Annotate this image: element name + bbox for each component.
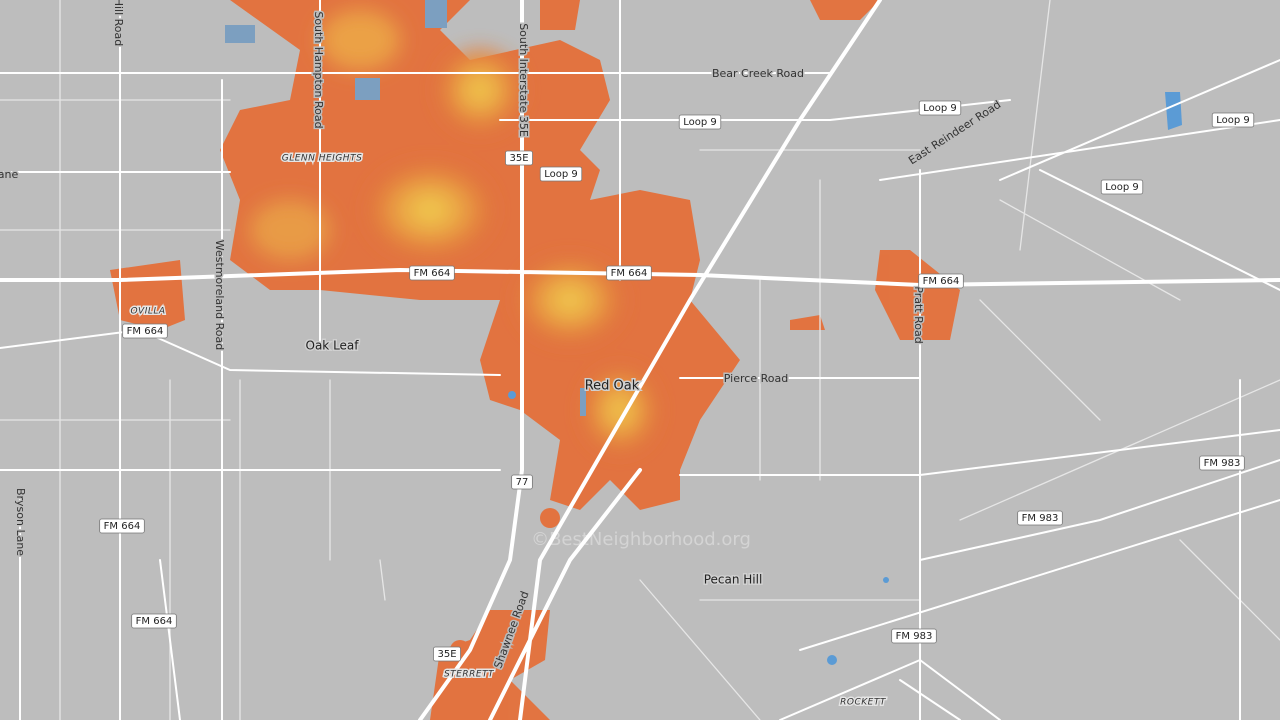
- road-label: South Hampton Road: [312, 11, 325, 128]
- water: [225, 0, 1182, 665]
- place-label: OVILLA: [130, 307, 165, 317]
- shield-box: [1211, 112, 1255, 128]
- route-shields: Loop 9 Loop 9 Loop 9 Loop 9 Loop 9 35E 35E FM 6…: [99, 100, 1255, 662]
- place-label: ROCKETT: [840, 698, 887, 708]
- place-label: Pecan Hill: [704, 573, 763, 587]
- shield-box: [918, 273, 964, 289]
- shield-box: [918, 100, 962, 116]
- shield-label: FM 983: [896, 631, 933, 642]
- road-label: South Interstate 35E: [517, 23, 530, 137]
- place-label: GLENN HEIGHTS: [282, 154, 363, 164]
- shield-label: Loop 9: [683, 117, 717, 128]
- shield-label: 35E: [437, 649, 456, 660]
- shield-box: [606, 265, 652, 281]
- road-label: Hill Road: [112, 0, 125, 46]
- shield-label: Loop 9: [923, 103, 957, 114]
- shield-box: [433, 646, 461, 662]
- shield-label: 35E: [509, 153, 528, 164]
- shield-box: [539, 166, 583, 182]
- road-label: Bear Creek Road: [712, 67, 804, 80]
- shield-label: FM 664: [611, 268, 648, 279]
- watermark: ©BestNeighborhood.org: [531, 529, 751, 550]
- place-label: STERRETT: [444, 670, 495, 680]
- shield-label: Loop 9: [1216, 115, 1250, 126]
- shield-label: FM 664: [127, 326, 164, 337]
- shield-box: [891, 628, 937, 644]
- shield-box: [1199, 455, 1245, 471]
- shield-box: [409, 265, 455, 281]
- shield-box: [678, 114, 722, 130]
- shield-box: [505, 150, 533, 166]
- shield-label: Loop 9: [544, 169, 578, 180]
- road-label: Pratt Road: [912, 286, 925, 343]
- road-label: Pierce Road: [724, 372, 788, 385]
- road-label: Bryson Lane: [14, 488, 27, 556]
- place-label: Red Oak: [585, 379, 640, 394]
- shield-label: FM 664: [136, 616, 173, 627]
- shield-label: FM 983: [1022, 513, 1059, 524]
- road-label: ane: [0, 168, 18, 181]
- road-label: Westmoreland Road: [213, 240, 226, 350]
- shield-label: FM 664: [414, 268, 451, 279]
- shield-box: [131, 613, 177, 629]
- shield-label: FM 664: [104, 521, 141, 532]
- shield-label: FM 664: [923, 276, 960, 287]
- heatmap: [110, 0, 960, 720]
- shield-box: [122, 323, 168, 339]
- shield-box: [511, 474, 533, 490]
- shield-box: [1100, 179, 1144, 195]
- place-label: Oak Leaf: [306, 339, 360, 353]
- shield-label: 77: [516, 477, 529, 488]
- shield-label: FM 983: [1204, 458, 1241, 469]
- shield-label: Loop 9: [1105, 182, 1139, 193]
- shield-box: [99, 518, 145, 534]
- shield-box: [1017, 510, 1063, 526]
